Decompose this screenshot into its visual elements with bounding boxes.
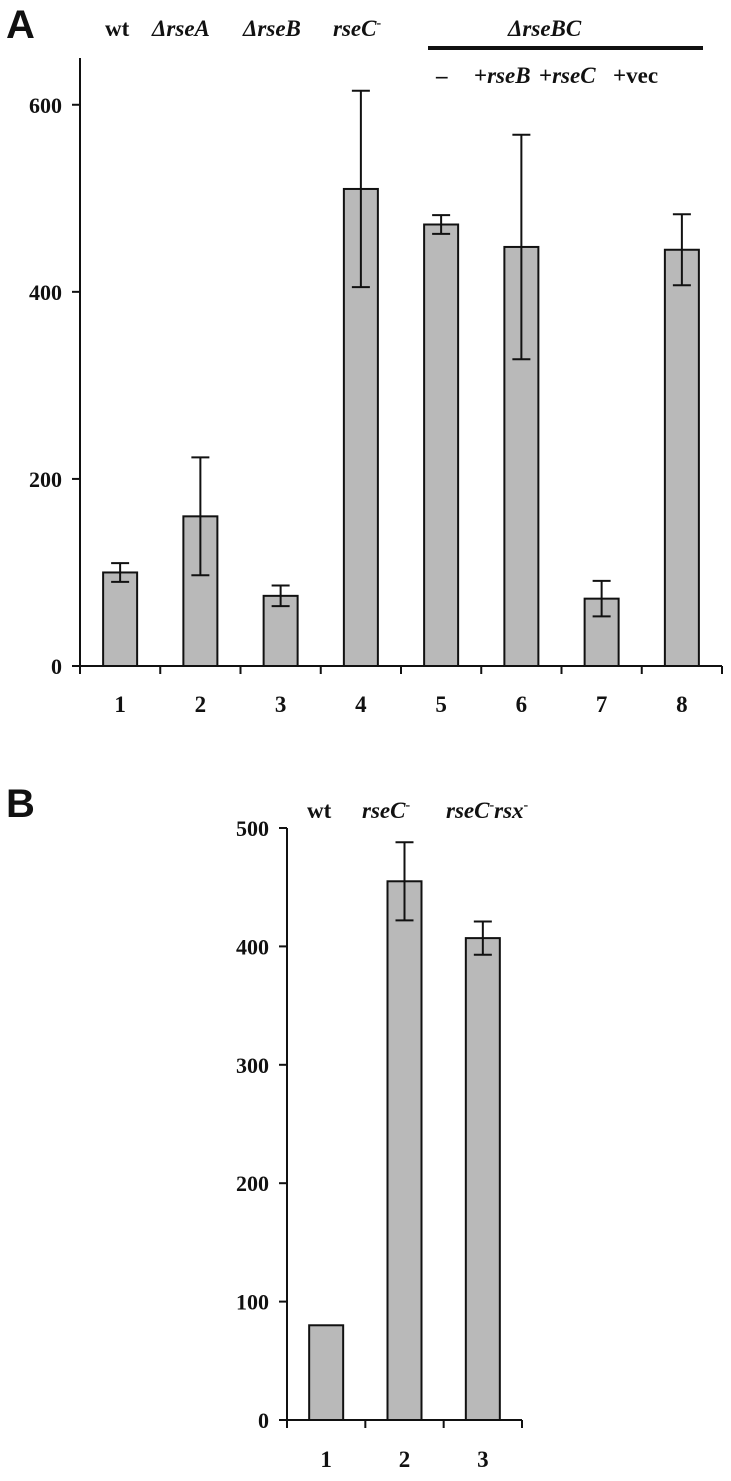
y-tick-label: 300	[236, 1053, 269, 1078]
category-label-1: 1	[114, 692, 126, 717]
bar-1	[102, 571, 139, 668]
group-label-rseb: ΔrseB	[242, 16, 301, 41]
bar-2	[386, 880, 423, 1421]
group-label-wt: wt	[105, 16, 130, 41]
group-label-plus-rsec: +rseC	[539, 63, 596, 88]
panel-b-bars	[308, 880, 501, 1422]
panel-a-error-bars	[111, 89, 691, 618]
category-label-7: 7	[596, 692, 608, 717]
panel-a-category-labels: 1 2 3 4 5 6 7 8	[114, 692, 687, 717]
group-label-minus: –	[435, 63, 448, 88]
y-tick-label: 600	[29, 93, 62, 118]
bar-3	[464, 937, 501, 1421]
panel-b-y-ticks: 0 100 200 300 400 500	[236, 816, 287, 1433]
group-label-wt: wt	[307, 798, 332, 823]
group-label-rsec: rseC-	[333, 16, 381, 41]
group-label-rsec-rsx: rseC-rsx-	[446, 798, 529, 823]
category-label-8: 8	[676, 692, 688, 717]
y-tick-label: 200	[236, 1171, 269, 1196]
panel-a: A wt ΔrseA ΔrseB rseC- ΔrseBC – +rseB +r…	[6, 3, 723, 717]
bar-2	[182, 515, 219, 667]
panel-b-category-labels: 1 2 3	[320, 1447, 488, 1472]
y-tick-label: 0	[258, 1408, 269, 1433]
y-tick-label: 500	[236, 816, 269, 841]
y-tick-label: 200	[29, 467, 62, 492]
group-label-rsea: ΔrseA	[151, 16, 210, 41]
group-label-rsec: rseC-	[362, 798, 410, 823]
category-label-2: 2	[195, 692, 207, 717]
category-label-3: 3	[477, 1447, 489, 1472]
y-tick-label: 400	[29, 280, 62, 305]
panel-b: B wt rseC- rseC-rsx- 0 100 200 300 400 500 1 2…	[6, 782, 529, 1472]
panel-a-axes	[79, 58, 723, 674]
y-tick-label: 400	[236, 934, 269, 959]
panel-a-bars	[102, 187, 700, 668]
bar-8	[663, 248, 700, 667]
category-label-3: 3	[275, 692, 287, 717]
category-label-6: 6	[516, 692, 528, 717]
panel-a-letter: A	[6, 3, 35, 47]
bar-1	[308, 1324, 345, 1422]
y-tick-label: 0	[51, 654, 62, 679]
category-label-4: 4	[355, 692, 367, 717]
panel-b-error-bars	[395, 841, 492, 956]
group-label-rsebc: ΔrseBC	[507, 16, 582, 41]
category-label-2: 2	[399, 1447, 411, 1472]
panel-b-letter: B	[6, 782, 35, 826]
group-label-plus-rseb: +rseB	[474, 63, 531, 88]
panel-a-y-ticks: 0 200 400 600	[29, 93, 80, 679]
group-label-plus-vec: +vec	[613, 63, 658, 88]
bar-4	[342, 187, 379, 667]
bar-5	[423, 223, 460, 667]
category-label-1: 1	[320, 1447, 332, 1472]
y-tick-label: 100	[236, 1290, 269, 1315]
category-label-5: 5	[435, 692, 447, 717]
